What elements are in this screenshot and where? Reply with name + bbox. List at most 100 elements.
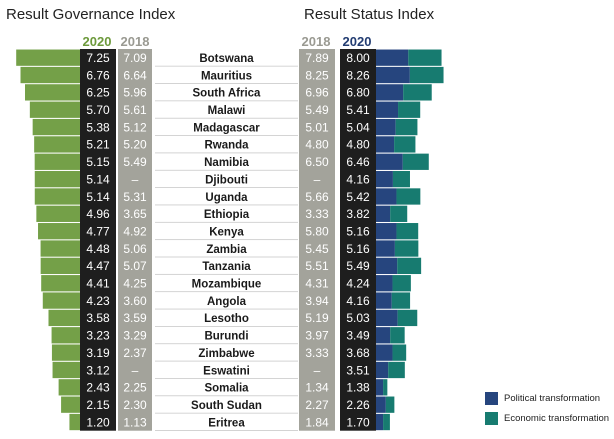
- country-label: Tanzania: [202, 261, 251, 273]
- economic-bar: [390, 327, 405, 344]
- country-label: Kenya: [209, 226, 244, 238]
- gov-2018-value: 3.59: [123, 311, 147, 325]
- row-divider: [155, 117, 298, 119]
- economic-bar: [397, 309, 418, 327]
- country-label: Mauritius: [201, 70, 252, 82]
- row-divider: [155, 430, 298, 431]
- status-2020-value: 6.46: [346, 155, 370, 169]
- status-2018-value: 7.89: [305, 51, 329, 65]
- country-label: Ethiopia: [204, 209, 250, 221]
- status-2020-value: 5.16: [346, 224, 370, 238]
- governance-bar: [40, 257, 80, 275]
- status-2020-value: 5.16: [346, 242, 370, 256]
- gov-2020-value: 4.47: [86, 259, 110, 273]
- gov-2020-value: 6.76: [86, 68, 110, 82]
- country-label: Namibia: [204, 157, 249, 169]
- country-label: Malawi: [208, 105, 246, 117]
- row-divider: [155, 395, 298, 397]
- governance-bar: [34, 136, 80, 153]
- legend-economic-label: Economic transformation: [504, 412, 610, 424]
- country-label: Botswana: [199, 53, 254, 65]
- row-divider: [155, 326, 298, 327]
- economic-bar: [403, 84, 432, 101]
- status-2020-value: 1.70: [346, 415, 370, 429]
- row-divider: [155, 135, 298, 136]
- governance-bar: [32, 118, 80, 136]
- gov-2018-column: [118, 49, 152, 431]
- status-2018-value: 2.27: [305, 398, 329, 412]
- gov-2020-value: 4.77: [86, 224, 110, 238]
- governance-bar: [42, 292, 80, 309]
- country-label: Rwanda: [204, 140, 249, 152]
- political-bar: [376, 66, 410, 84]
- country-label: Eritrea: [208, 417, 245, 429]
- political-bar: [376, 136, 395, 153]
- status-2018-value: 3.94: [305, 294, 329, 308]
- status-2020-header: 2020: [342, 34, 372, 49]
- country-label: Zambia: [206, 244, 247, 256]
- row-divider: [155, 412, 298, 414]
- economic-bar: [388, 361, 405, 379]
- gov-2018-value: –: [132, 172, 139, 186]
- status-2018-value: 6.50: [305, 155, 329, 169]
- country-label: Lesotho: [204, 313, 249, 325]
- economic-bar: [408, 49, 442, 66]
- row-divider: [155, 360, 298, 362]
- status-2020-value: 3.51: [346, 363, 370, 377]
- political-bar: [376, 292, 392, 309]
- row-divider: [155, 187, 298, 188]
- status-2020-value: 3.68: [346, 346, 370, 360]
- row-divider: [155, 204, 298, 206]
- gov-2020-value: 5.70: [86, 103, 110, 117]
- governance-bar: [58, 379, 80, 396]
- gov-2020-value: 3.19: [86, 346, 110, 360]
- country-label: Mozambique: [192, 279, 262, 291]
- gov-2020-column: [80, 49, 116, 431]
- status-2018-value: –: [314, 363, 321, 377]
- economic-bar: [396, 188, 421, 205]
- status-2020-value: 8.26: [346, 68, 370, 82]
- legend-economic: Economic transformation: [485, 410, 609, 426]
- gov-2018-value: 3.29: [123, 329, 147, 343]
- political-bar: [376, 257, 398, 275]
- political-bar: [376, 153, 403, 170]
- status-2018-value: 5.66: [305, 190, 329, 204]
- status-2018-value: 8.25: [305, 68, 329, 82]
- gov-2020-value: 5.14: [86, 190, 110, 204]
- political-bar: [376, 84, 404, 101]
- gov-2020-value: 3.23: [86, 329, 110, 343]
- status-2020-value: 3.82: [346, 207, 370, 221]
- gov-2020-value: 5.15: [86, 155, 110, 169]
- status-2018-value: 5.49: [305, 103, 329, 117]
- gov-2018-value: 5.49: [123, 155, 147, 169]
- political-bar: [376, 118, 396, 136]
- political-bar: [376, 170, 393, 188]
- gov-2020-value: 5.21: [86, 138, 110, 152]
- governance-bar: [34, 188, 80, 205]
- legend-political: Political transformation: [485, 390, 600, 406]
- governance-bar: [61, 396, 80, 413]
- row-divider: [155, 152, 298, 154]
- status-2020-column: [340, 49, 376, 431]
- governance-bar: [40, 240, 80, 257]
- country-label: South Sudan: [191, 400, 262, 412]
- governance-bar: [52, 361, 80, 379]
- gov-2018-value: 2.37: [123, 346, 147, 360]
- gov-2018-value: 4.92: [123, 224, 147, 238]
- political-bar: [376, 188, 397, 205]
- status-2018-header: 2018: [301, 34, 331, 49]
- political-bar: [376, 101, 399, 118]
- gov-2020-value: 4.96: [86, 207, 110, 221]
- gov-2018-value: 5.12: [123, 120, 147, 134]
- economic-bar: [383, 413, 390, 431]
- gov-2018-header: 2018: [120, 34, 150, 49]
- row-divider: [155, 100, 298, 102]
- gov-2018-value: 3.60: [123, 294, 147, 308]
- gov-2020-value: 4.41: [86, 277, 110, 291]
- gov-2018-value: 5.06: [123, 242, 147, 256]
- economic-bar: [392, 170, 410, 188]
- political-bar: [376, 275, 393, 292]
- political-bar: [376, 205, 391, 222]
- country-label: Madagascar: [193, 122, 260, 134]
- gov-2020-value: 4.23: [86, 294, 110, 308]
